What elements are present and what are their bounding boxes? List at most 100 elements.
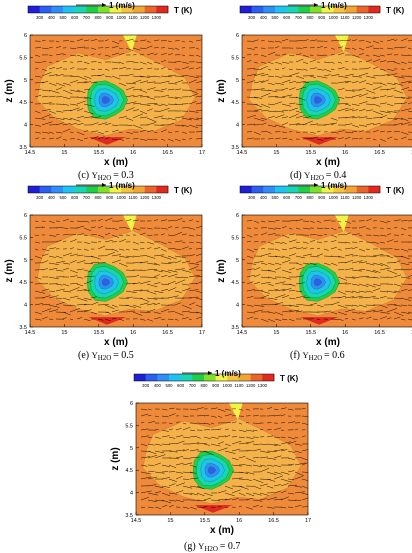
reference-vector-label: 1 (m/s) xyxy=(109,1,135,10)
x-axis-label: x (m) xyxy=(104,157,128,168)
colorbar-swatch xyxy=(63,6,75,13)
x-tick-label: 17 xyxy=(305,518,311,524)
contour-field xyxy=(30,35,207,147)
colorbar-level-label: 500 xyxy=(272,195,280,200)
y-tick-label: 5 xyxy=(24,78,27,84)
x-tick-label: 16.5 xyxy=(374,150,385,156)
colorbar-swatch xyxy=(287,186,299,193)
y-tick-label: 6 xyxy=(24,33,27,39)
y-tick-label: 3.5 xyxy=(231,325,239,331)
y-tick-label: 6 xyxy=(130,401,133,407)
caption-prefix: (c) xyxy=(78,170,92,181)
colorbar-level-label: 700 xyxy=(83,195,91,200)
y-tick-label: 4 xyxy=(24,303,27,309)
panel-caption: (e) YH2O = 0.5 xyxy=(78,350,134,362)
x-tick-label: 15 xyxy=(273,150,279,156)
caption-subscript: H2O xyxy=(309,354,324,362)
colorbar-swatch xyxy=(63,186,75,193)
colorbar-swatch xyxy=(51,6,63,13)
reference-vector-label: 1 (m/s) xyxy=(321,181,347,190)
colorbar-swatch xyxy=(252,186,264,193)
caption-value: = 0.5 xyxy=(113,350,134,361)
colorbar-title: T (K) xyxy=(280,374,299,383)
colorbar-level-label: 600 xyxy=(71,15,79,20)
caption-value: = 0.6 xyxy=(324,350,345,361)
x-axis-label: x (m) xyxy=(210,525,234,536)
colorbar-level-label: 600 xyxy=(283,195,291,200)
caption-subscript: H2O xyxy=(310,174,325,182)
colorbar-level-label: 1100 xyxy=(234,383,244,388)
x-axis-label: x (m) xyxy=(316,157,340,168)
colorbar-swatch xyxy=(252,6,264,13)
colorbar-level-label: 500 xyxy=(60,195,68,200)
colorbar-swatch xyxy=(357,6,369,13)
colorbar-level-label: 1000 xyxy=(223,383,233,388)
colorbar-level-label: 400 xyxy=(260,195,268,200)
colorbar-swatch xyxy=(287,6,299,13)
colorbar-level-label: 900 xyxy=(106,195,114,200)
colorbar-level-label: 800 xyxy=(307,15,315,20)
colorbar-level-label: 1300 xyxy=(364,15,374,20)
colorbar-level-label: 400 xyxy=(48,15,56,20)
y-tick-label: 5 xyxy=(236,78,239,84)
colorbar-level-label: 300 xyxy=(142,383,150,388)
y-tick-label: 5 xyxy=(236,258,239,264)
colorbar-swatch xyxy=(275,6,287,13)
y-tick-label: 4.5 xyxy=(231,100,239,106)
colorbar-swatch xyxy=(86,6,98,13)
colorbar-level-label: 1200 xyxy=(352,15,362,20)
colorbar-swatch xyxy=(28,6,40,13)
x-axis-label: x (m) xyxy=(104,337,128,348)
caption-value: = 0.3 xyxy=(113,170,134,181)
colorbar-swatch xyxy=(156,186,168,193)
colorbar-swatch xyxy=(40,6,52,13)
colorbar-level-label: 1200 xyxy=(352,195,362,200)
y-tick-label: 4 xyxy=(236,123,239,129)
colorbar-swatch xyxy=(357,186,369,193)
colorbar-level-label: 300 xyxy=(248,195,256,200)
colorbar-title: T (K) xyxy=(386,186,405,195)
contour-field xyxy=(242,215,412,327)
colorbar-swatch xyxy=(146,374,158,381)
colorbar-swatch xyxy=(368,186,380,193)
colorbar-swatch xyxy=(75,186,87,193)
contour-field xyxy=(242,35,412,147)
colorbar-level-label: 1200 xyxy=(140,195,150,200)
colorbar-swatch xyxy=(298,186,310,193)
x-tick-label: 15 xyxy=(61,150,67,156)
y-tick-label: 4 xyxy=(236,303,239,309)
colorbar-level-label: 500 xyxy=(60,15,68,20)
colorbar-level-label: 800 xyxy=(95,195,103,200)
caption-value: = 0.7 xyxy=(220,541,241,552)
caption-subscript: H2O xyxy=(98,174,113,182)
contour-field xyxy=(30,215,207,327)
reference-vector-label: 1 (m/s) xyxy=(215,369,241,378)
y-tick-label: 4 xyxy=(130,491,133,497)
y-tick-label: 6 xyxy=(24,213,27,219)
caption-subscript: H2O xyxy=(204,545,219,553)
x-tick-label: 15.5 xyxy=(305,330,316,336)
x-axis-label: x (m) xyxy=(316,337,340,348)
caption-prefix: (f) xyxy=(290,350,303,361)
colorbar-level-label: 800 xyxy=(307,195,315,200)
contour-field xyxy=(136,403,312,515)
panel-caption: (g) YH2O = 0.7 xyxy=(184,541,240,553)
y-tick-label: 5.5 xyxy=(231,235,239,241)
colorbar-level-label: 1000 xyxy=(117,195,127,200)
colorbar-swatch xyxy=(40,186,52,193)
x-tick-label: 15.5 xyxy=(305,150,316,156)
colorbar-swatch xyxy=(262,374,274,381)
colorbar-level-label: 1100 xyxy=(340,195,350,200)
y-tick-label: 4.5 xyxy=(231,280,239,286)
colorbar-level-label: 1100 xyxy=(340,15,350,20)
colorbar-swatch xyxy=(157,374,169,381)
colorbar-swatch xyxy=(28,186,40,193)
colorbar-level-label: 400 xyxy=(260,15,268,20)
colorbar-swatch xyxy=(240,186,252,193)
colorbar-level-label: 600 xyxy=(177,383,185,388)
colorbar-level-label: 400 xyxy=(154,383,162,388)
